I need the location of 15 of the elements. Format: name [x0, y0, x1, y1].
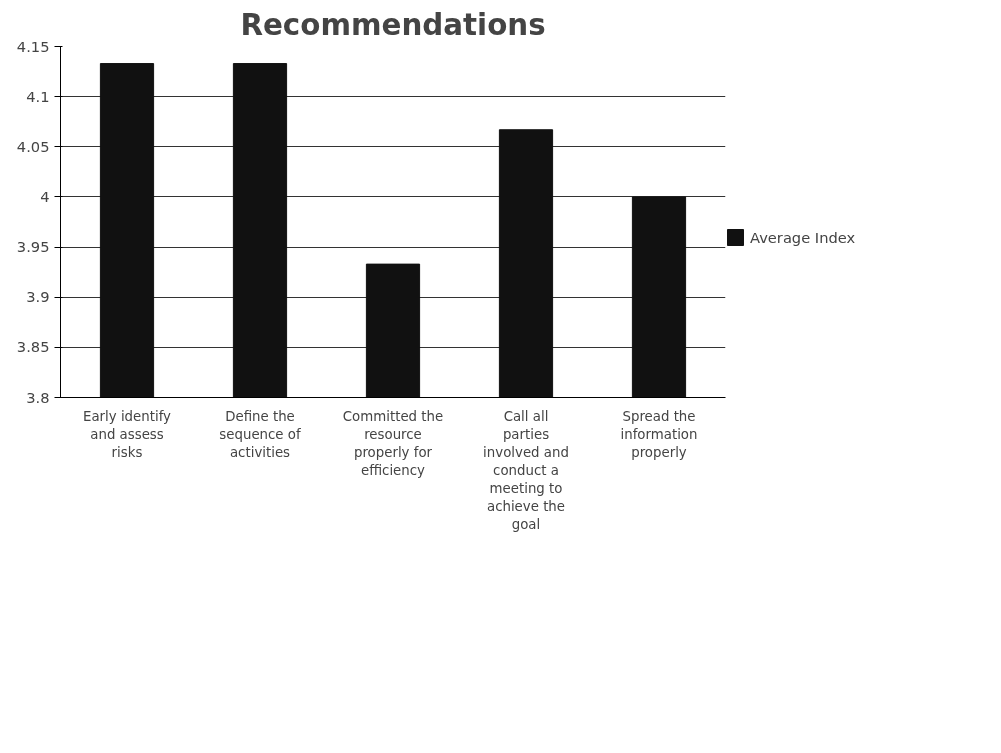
x-tick-label: Define the sequence of activities: [219, 408, 301, 460]
legend-label: Average Index: [750, 228, 856, 246]
y-tick-label: 4: [40, 187, 50, 205]
x-tick-label: Committed the resource properly for efficiency: [342, 408, 444, 478]
chart-title: Recommendations: [240, 7, 546, 42]
x-tick-label: Spread the information properly: [620, 408, 698, 460]
y-tick-label: 3.8: [26, 388, 50, 406]
y-tick-label: 3.85: [16, 338, 50, 356]
x-tick-label: Call all parties involved and conduct a meeting to achieve the goal: [483, 408, 569, 532]
x-tick-label: Early identify and assess risks: [83, 408, 172, 460]
y-tick-label: 4.1: [26, 87, 50, 105]
y-tick-label: 4.05: [16, 137, 50, 155]
y-tick-label: 3.95: [16, 238, 50, 256]
y-tick-label: 4.15: [16, 37, 50, 55]
y-tick-label: 3.9: [26, 288, 50, 306]
